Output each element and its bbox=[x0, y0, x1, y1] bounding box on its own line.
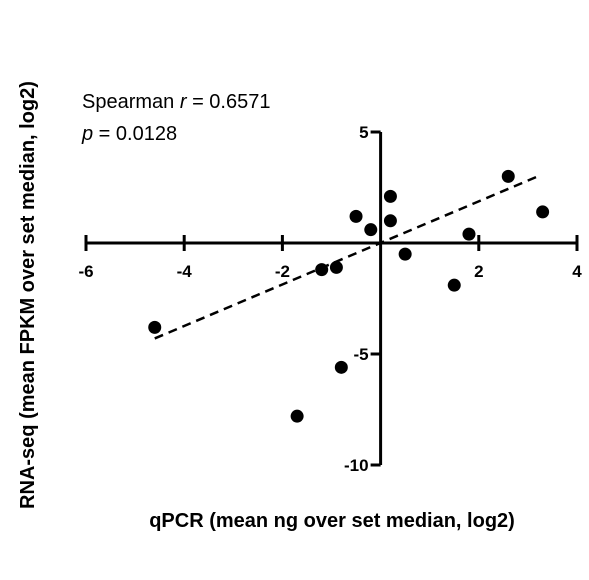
x-axis-title: qPCR (mean ng over set median, log2) bbox=[149, 510, 515, 532]
data-point bbox=[501, 169, 515, 183]
axes bbox=[86, 132, 577, 465]
y-tick-label: -10 bbox=[344, 456, 369, 475]
y-tick-label: -5 bbox=[353, 345, 368, 364]
data-point bbox=[364, 223, 378, 237]
x-tick-label: 4 bbox=[572, 262, 582, 281]
x-tick-label: -2 bbox=[275, 262, 290, 281]
data-point bbox=[334, 360, 348, 374]
data-point bbox=[383, 214, 397, 228]
x-tick-label: 2 bbox=[474, 262, 483, 281]
data-point bbox=[329, 260, 343, 274]
data-points bbox=[148, 169, 550, 423]
trendline-group bbox=[154, 175, 539, 340]
x-tick-label: -6 bbox=[78, 262, 93, 281]
tick-marks: -6 -4 -2 2 4 5 -5 -10 bbox=[78, 123, 582, 475]
data-point bbox=[349, 209, 363, 223]
data-point bbox=[148, 320, 162, 334]
data-point bbox=[290, 409, 304, 423]
spearman-r-value: = 0.6571 bbox=[187, 91, 271, 113]
trendline bbox=[154, 175, 539, 340]
p-value-annotation: p = 0.0128 bbox=[81, 123, 177, 145]
spearman-prefix: Spearman bbox=[82, 91, 180, 113]
data-point bbox=[383, 189, 397, 203]
y-tick-label: 5 bbox=[359, 123, 368, 142]
data-point bbox=[536, 205, 550, 219]
x-tick-label: -4 bbox=[177, 262, 193, 281]
p-symbol: p bbox=[81, 123, 93, 145]
p-value: = 0.0128 bbox=[93, 123, 177, 145]
data-point bbox=[462, 227, 476, 241]
spearman-r-symbol: r bbox=[180, 91, 188, 113]
y-axis-title: RNA-seq (mean FPKM over set median, log2… bbox=[17, 81, 39, 509]
data-point bbox=[315, 263, 329, 277]
data-point bbox=[398, 247, 412, 261]
data-point bbox=[447, 278, 461, 292]
spearman-annotation: Spearman r = 0.6571 bbox=[82, 91, 270, 113]
